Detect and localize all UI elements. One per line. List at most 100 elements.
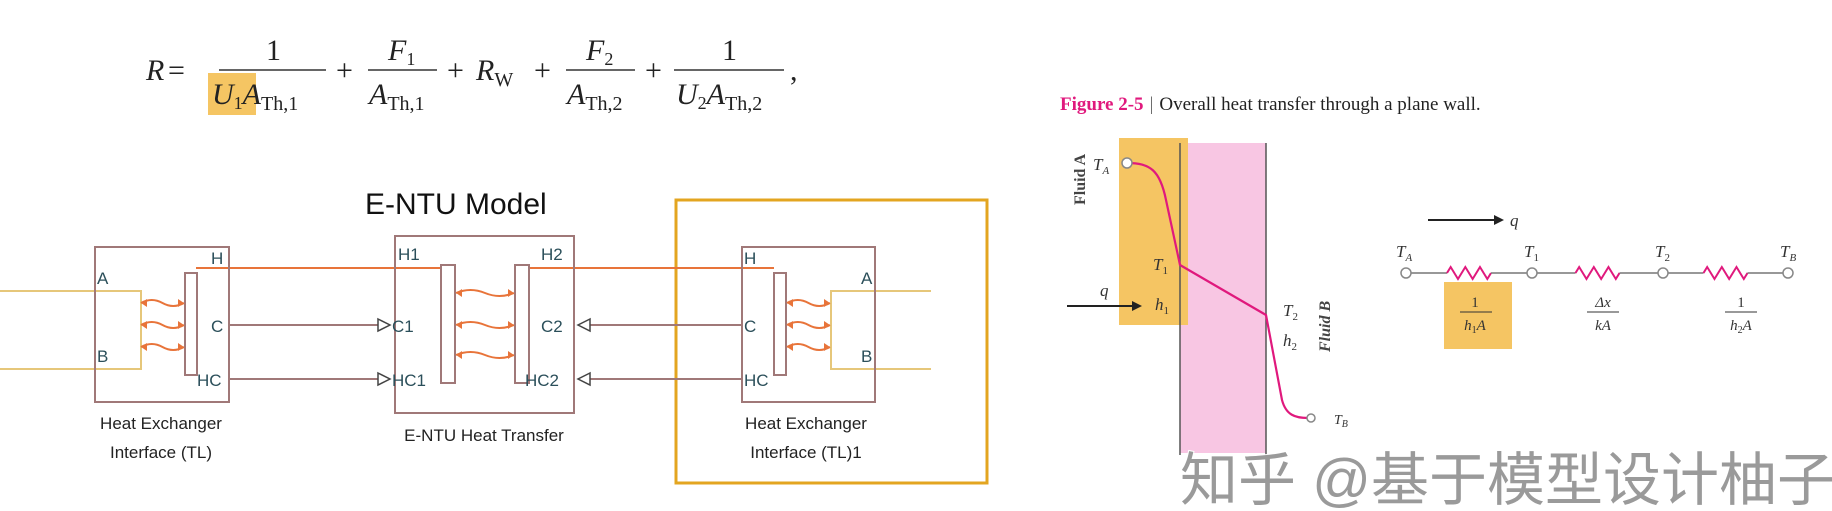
plus: + xyxy=(645,54,662,87)
svg-text:TA: TA xyxy=(1396,242,1412,264)
port-hc: HC xyxy=(744,371,769,390)
t2-label: T xyxy=(1283,301,1294,320)
node-label: T xyxy=(1655,242,1666,261)
term2-a-sub: Th,1 xyxy=(387,93,424,115)
plus: + xyxy=(336,54,353,87)
svg-text:U2ATh,2: U2ATh,2 xyxy=(676,78,762,115)
term2-a: A xyxy=(367,78,388,111)
r2-num: Δx xyxy=(1594,295,1611,311)
svg-text:TB: TB xyxy=(1780,242,1796,264)
heat-wave xyxy=(455,321,515,329)
resistor-icon xyxy=(1702,265,1749,281)
svg-text:T1: T1 xyxy=(1153,255,1168,277)
r1-den-tail: A xyxy=(1476,318,1487,334)
left-block-label: Interface (TL) xyxy=(110,443,212,462)
term5-u: U xyxy=(676,78,700,111)
node-label: T xyxy=(1524,242,1535,261)
r2-den: kA xyxy=(1595,318,1612,334)
port-c1: C1 xyxy=(392,317,414,336)
term1-a: A xyxy=(241,78,262,111)
arrowhead xyxy=(824,299,830,307)
heat-wave xyxy=(786,343,831,351)
circuit-node xyxy=(1526,267,1538,279)
right-heat-exchanger-block[interactable]: A B H C HC xyxy=(741,246,876,403)
port-h: H xyxy=(744,249,756,268)
port-h: H xyxy=(211,249,223,268)
port-hc1: HC1 xyxy=(392,371,426,390)
arrowhead xyxy=(456,321,462,329)
port-h2: H2 xyxy=(541,245,563,264)
port-c: C xyxy=(211,317,223,336)
t2-sub: 2 xyxy=(1292,311,1298,323)
svg-text:h2: h2 xyxy=(1283,331,1297,353)
watermark: 知乎 @基于模型设计柚子 xyxy=(1180,448,1832,511)
term2-num: F xyxy=(387,34,407,67)
left-heat-exchanger-block[interactable]: A B H C HC xyxy=(94,246,230,403)
h1-label: h xyxy=(1155,295,1164,314)
t1-sub: 1 xyxy=(1162,265,1168,277)
q-arrow-icon xyxy=(1067,301,1142,311)
node-label: T xyxy=(1780,242,1791,261)
selection-box[interactable] xyxy=(674,198,989,485)
term4-a-sub: Th,2 xyxy=(585,93,622,115)
entu-title: E-NTU Model xyxy=(365,188,547,221)
svg-text:F1: F1 xyxy=(387,34,415,69)
circuit-node xyxy=(1400,267,1412,279)
left-block-label: Heat Exchanger xyxy=(100,414,222,433)
formula-eq: = xyxy=(168,54,185,87)
t1-label: T xyxy=(1153,255,1164,274)
term4-a: A xyxy=(565,78,586,111)
svg-text:Figure 2-5|Overall heat transf: Figure 2-5 | Overall heat transfer through… xyxy=(1060,94,1481,115)
entu-heat-transfer-block[interactable]: H1 H2 C1 C2 HC1 HC2 xyxy=(377,235,591,414)
arrowhead xyxy=(508,321,514,329)
highlight-r1 xyxy=(1444,282,1512,349)
circuit-node xyxy=(1782,267,1794,279)
wall xyxy=(1180,143,1266,453)
svg-text:TA: TA xyxy=(1093,155,1109,177)
term3-r: R xyxy=(475,54,494,87)
tb-label: T xyxy=(1334,413,1343,428)
r1-den-sub: 1 xyxy=(1472,325,1477,336)
term1-a-sub: Th,1 xyxy=(261,93,298,115)
term2-num-sub: 1 xyxy=(406,49,415,69)
heat-wave xyxy=(455,289,515,297)
right-block-label: Interface (TL)1 xyxy=(750,443,862,462)
formula: R = 1 U1ATh,1 + F1 ATh,1 + RW + F2 ATh,2… xyxy=(145,34,798,115)
term5-a-sub: Th,2 xyxy=(725,93,762,115)
node-sub: A xyxy=(1404,252,1412,264)
ta-sub: A xyxy=(1101,165,1109,177)
h2-sub: 2 xyxy=(1292,341,1298,353)
arrowhead xyxy=(141,299,147,307)
plus: + xyxy=(447,54,464,87)
port-hc: HC xyxy=(197,371,222,390)
entu-diagram: E-NTU Model A B H C HC xyxy=(0,188,989,485)
heat-wave xyxy=(140,299,185,307)
arrowhead xyxy=(508,289,514,297)
formula-lhs: R xyxy=(145,54,164,87)
port-a: A xyxy=(97,269,109,288)
arrowhead xyxy=(787,321,793,329)
port-b: B xyxy=(861,347,872,366)
plus: + xyxy=(534,54,551,87)
svg-text:RW: RW xyxy=(475,54,513,91)
arrowhead xyxy=(178,299,184,307)
arrowhead xyxy=(508,351,514,359)
arrowhead xyxy=(787,299,793,307)
temperature-profile-curve xyxy=(1126,161,1309,420)
arrowhead xyxy=(824,343,830,351)
figure-caption-label: Figure 2-5 xyxy=(1060,94,1144,115)
heat-flow-arrows-icon xyxy=(455,289,515,359)
term3-r-sub: W xyxy=(494,69,513,91)
r3-den-tail: A xyxy=(1742,318,1753,334)
svg-text:h1: h1 xyxy=(1155,295,1169,317)
connection-lines[interactable] xyxy=(229,324,742,380)
r3-den: h xyxy=(1730,318,1738,334)
heat-wave xyxy=(455,351,515,359)
arrowhead xyxy=(456,351,462,359)
heat-wave xyxy=(140,321,185,329)
fluid-b-label: Fluid B xyxy=(1317,301,1334,353)
port-arrows xyxy=(377,317,591,387)
port-a: A xyxy=(861,269,873,288)
r3-den-sub: 2 xyxy=(1738,325,1743,336)
